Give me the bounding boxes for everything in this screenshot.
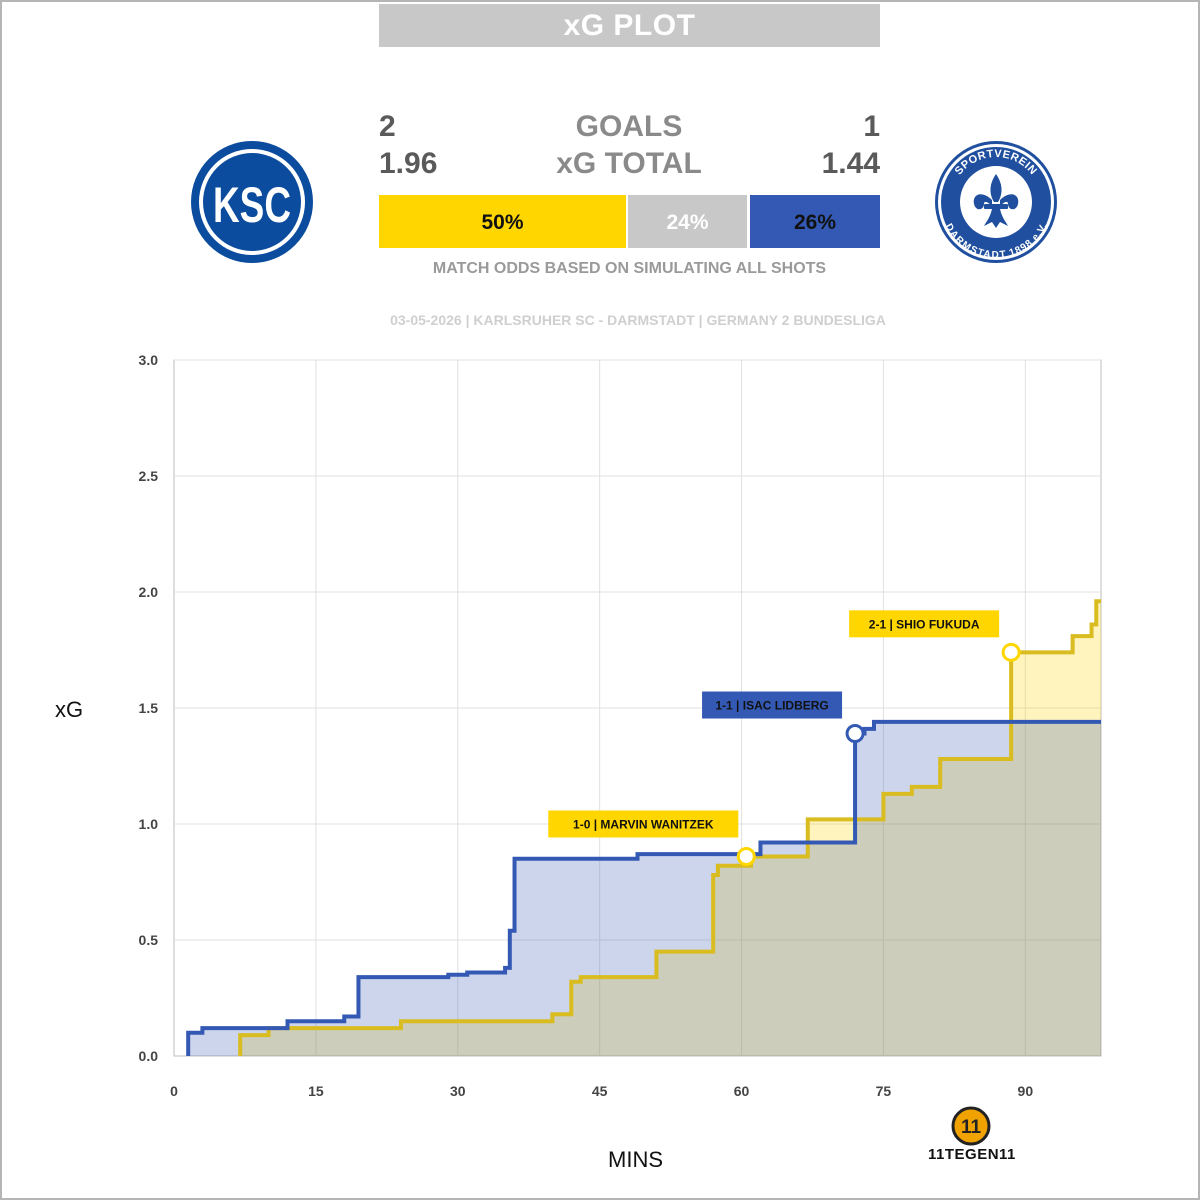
goal-marker	[845, 724, 865, 744]
home-logo-text: KSC	[213, 177, 291, 233]
goal-label: 2-1 | SHIO FUKUDA	[869, 617, 980, 631]
y-tick-label: 1.5	[139, 700, 159, 716]
brand-mark-icon: 11	[951, 1106, 991, 1146]
draw-bar: 24%	[628, 195, 747, 248]
goal-annotation: 1-0 | MARVIN WANITZEK	[548, 810, 756, 866]
y-tick-label: 2.0	[139, 584, 159, 600]
home-team-logo: KSC	[191, 141, 313, 263]
goal-label-box	[548, 810, 739, 838]
odds-caption: MATCH ODDS BASED ON SIMULATING ALL SHOTS	[432, 260, 827, 277]
xg-chart: 0 15 30 45 60 75 90 0.0 0.5 1.0 1.5 2.0 2.5 3.0 1-0 | …	[139, 352, 1102, 1099]
xg-total-label: xG TOTAL	[556, 147, 702, 180]
y-tick-label: 1.0	[139, 816, 159, 832]
goal-label-box	[849, 610, 1000, 638]
goal-annotation: 2-1 | SHIO FUKUDA	[849, 610, 1021, 662]
page-title: xG PLOT	[379, 4, 880, 47]
goal-label: 1-1 | ISAC LIDBERG	[715, 699, 828, 713]
home-goals: 2	[379, 110, 396, 143]
x-tick-label: 45	[592, 1083, 608, 1099]
away-xg-total: 1.44	[821, 147, 880, 180]
goal-marker	[1001, 642, 1021, 662]
home-xg-total: 1.96	[379, 147, 438, 180]
away-goals: 1	[863, 110, 880, 143]
away-team-logo: SPORTVEREIN DARMSTADT 1898 e.V.	[935, 141, 1057, 263]
goal-marker	[736, 846, 756, 866]
y-tick-label: 2.5	[139, 468, 159, 484]
brand-mark-text: 11	[961, 1117, 982, 1138]
home-xg-line	[238, 599, 1101, 1056]
y-tick-label: 0.0	[139, 1048, 159, 1064]
goal-annotation: 1-1 | ISAC LIDBERG	[702, 691, 865, 744]
brand-logo: 11 11TEGEN11	[928, 1106, 1016, 1163]
home-xg-area	[240, 601, 1101, 1056]
home-win-bar: 50%	[379, 195, 626, 248]
away-xg-area	[188, 721, 1101, 1056]
x-tick-label: 90	[1018, 1083, 1034, 1099]
y-axis-title: xG	[55, 697, 84, 722]
x-tick-label: 15	[308, 1083, 324, 1099]
x-tick-label: 75	[876, 1083, 892, 1099]
goal-label: 1-0 | MARVIN WANITZEK	[573, 817, 714, 831]
y-tick-label: 3.0	[139, 352, 159, 368]
x-tick-label: 60	[734, 1083, 750, 1099]
x-tick-label: 30	[450, 1083, 466, 1099]
goals-label: GOALS	[575, 110, 683, 143]
away-win-bar: 26%	[750, 195, 880, 248]
goal-label-box	[702, 691, 843, 719]
y-tick-label: 0.5	[139, 932, 159, 948]
x-axis-title: MINS	[608, 1147, 663, 1172]
fleur-de-lis-icon	[973, 174, 1019, 228]
x-tick-label: 0	[170, 1083, 178, 1099]
brand-text: 11TEGEN11	[928, 1146, 1016, 1163]
match-info: 03-05-2026 | KARLSRUHER SC - DARMSTADT |…	[390, 312, 886, 328]
